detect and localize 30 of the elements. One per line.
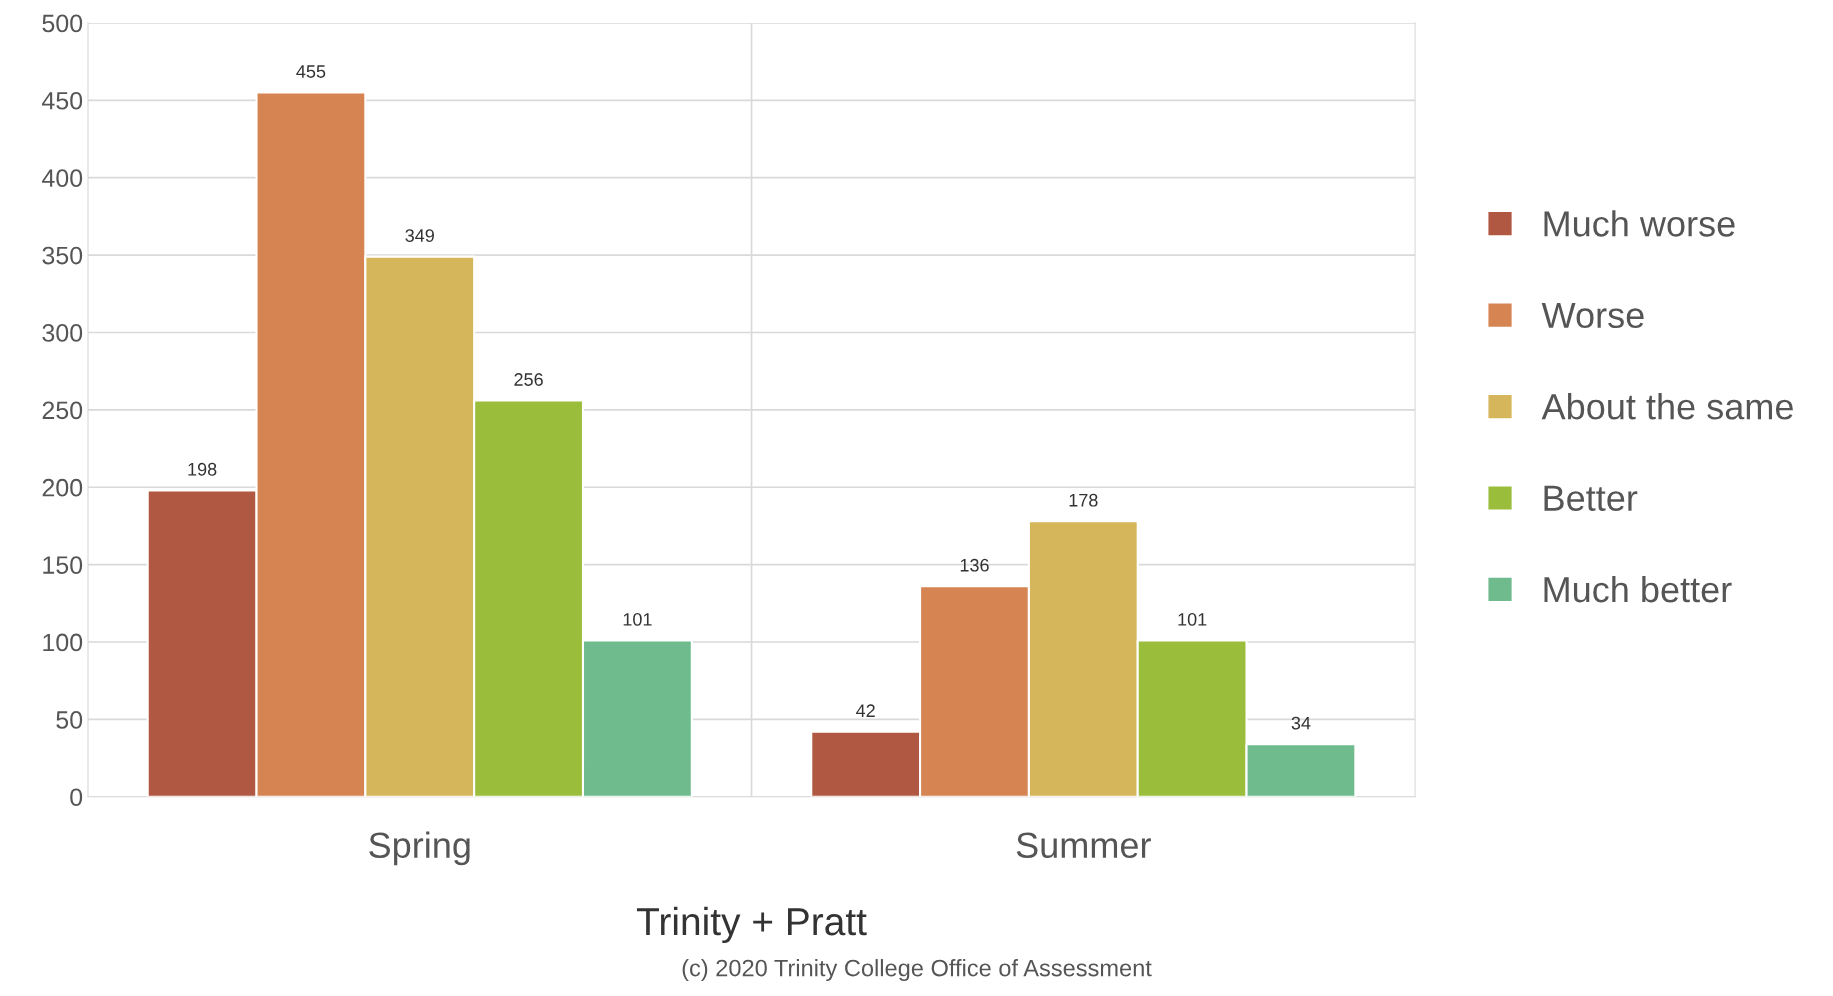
y-tick-label: 50	[56, 711, 83, 729]
text: (c) 2020 Trinity College Office of Assessment	[682, 959, 1152, 982]
y-tick-label: 100	[43, 633, 83, 652]
y-tick-label: 300	[42, 324, 83, 342]
legend-label: Much better	[1544, 575, 1732, 603]
data-label: 42	[856, 704, 875, 717]
y-tick-label: 400	[41, 169, 83, 187]
y-tick-label: 150	[43, 556, 83, 574]
data-label: 34	[1291, 716, 1311, 730]
legend-label: Better	[1544, 485, 1638, 511]
data-label: 178	[1069, 493, 1098, 507]
y-tick-label: 450	[41, 91, 83, 110]
data-label: 256	[514, 373, 543, 386]
y-tick-label: 250	[42, 401, 83, 420]
x-tick-label: Summer	[1016, 832, 1151, 859]
data-label: 455	[296, 65, 326, 78]
legend-label: Worse	[1541, 302, 1644, 329]
data-label: 349	[405, 229, 434, 242]
y-tick-label: 350	[42, 246, 83, 265]
legend-label: Much worse	[1544, 210, 1735, 237]
data-label: 101	[623, 613, 652, 626]
y-tick-label: 200	[42, 478, 83, 497]
data-label: 136	[960, 558, 989, 572]
legend-label: About the same	[1541, 393, 1793, 420]
y-tick-label: 0	[70, 788, 83, 807]
x-axis-title: Trinity + Pratt	[636, 906, 867, 944]
y-tick-label: 500	[42, 14, 83, 33]
data-label: 198	[188, 462, 217, 476]
x-tick-label: Spring	[369, 831, 470, 866]
data-label: 101	[1178, 613, 1207, 626]
